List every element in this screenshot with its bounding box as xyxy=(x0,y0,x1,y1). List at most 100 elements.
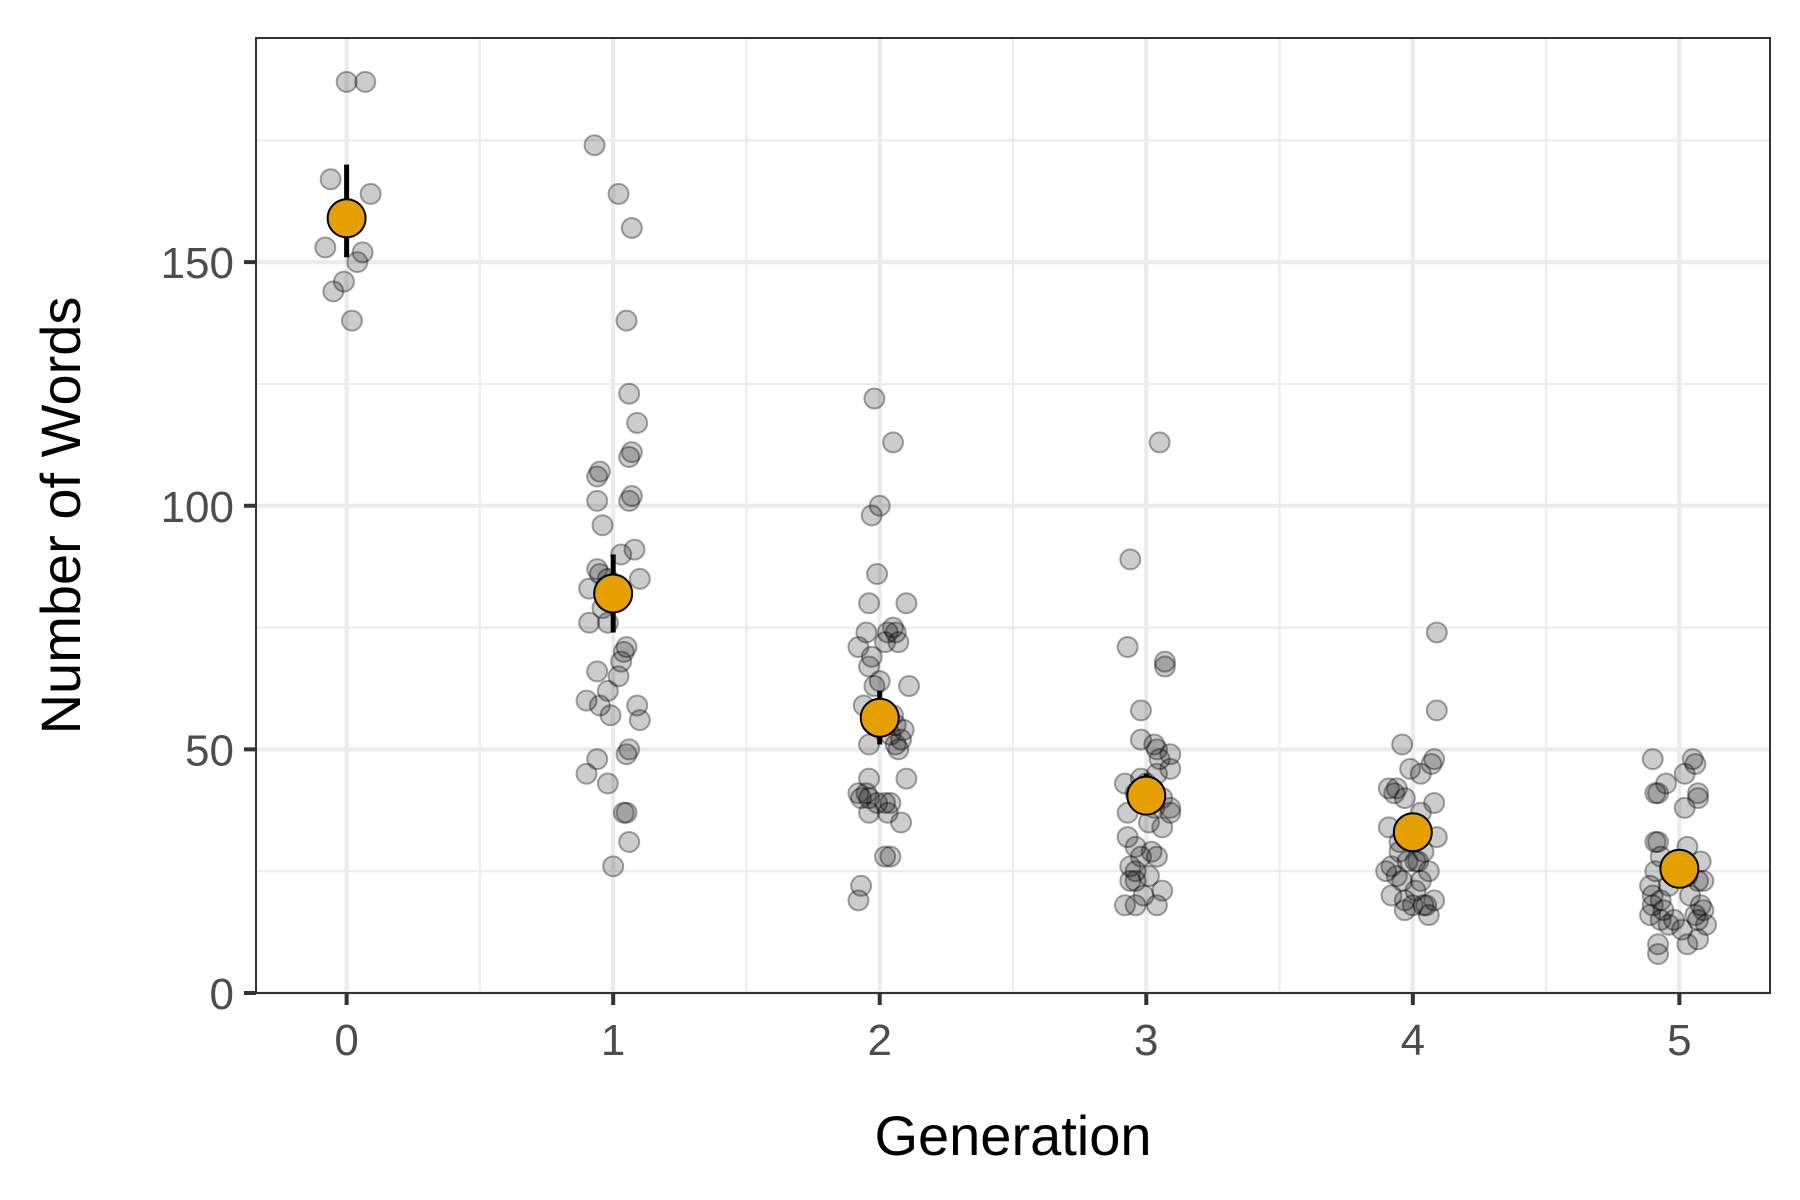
data-point xyxy=(879,845,902,868)
data-point xyxy=(1116,826,1139,849)
data-point xyxy=(588,694,611,717)
data-point xyxy=(620,217,643,240)
data-point xyxy=(874,631,897,654)
data-point xyxy=(855,621,878,644)
data-point xyxy=(1676,933,1699,956)
data-point xyxy=(319,168,342,191)
data-point xyxy=(1687,908,1710,931)
data-point xyxy=(322,280,345,303)
x-tick-label: 0 xyxy=(334,1016,358,1065)
data-point xyxy=(1425,699,1448,722)
data-point xyxy=(615,309,638,332)
data-point xyxy=(1145,738,1168,761)
data-point xyxy=(1124,869,1147,892)
data-point xyxy=(610,650,633,673)
data-point xyxy=(1641,748,1664,771)
data-point xyxy=(1385,777,1408,800)
data-point xyxy=(1423,791,1446,814)
panel-border xyxy=(255,37,1771,994)
data-point xyxy=(887,738,910,761)
data-point xyxy=(1151,879,1174,902)
data-point xyxy=(1153,655,1176,678)
data-point xyxy=(847,889,870,912)
data-point xyxy=(575,689,598,712)
data-point xyxy=(887,631,910,654)
data-point xyxy=(588,460,611,483)
data-point xyxy=(858,655,881,678)
data-point xyxy=(858,733,881,756)
data-point xyxy=(1124,894,1147,917)
data-point xyxy=(1647,933,1670,956)
data-point xyxy=(1159,757,1182,780)
data-point xyxy=(858,787,881,810)
data-point xyxy=(618,738,641,761)
data-point xyxy=(1129,845,1152,868)
data-point xyxy=(858,767,881,790)
data-point xyxy=(1649,908,1672,931)
mean-point xyxy=(1392,812,1433,853)
data-point xyxy=(583,134,606,157)
data-point xyxy=(599,704,622,727)
data-point xyxy=(884,733,907,756)
data-point xyxy=(1385,865,1408,888)
data-point xyxy=(1159,743,1182,766)
data-point xyxy=(1145,894,1168,917)
data-point xyxy=(620,485,643,508)
data-point xyxy=(1644,830,1667,853)
data-point xyxy=(623,538,646,561)
data-point xyxy=(314,236,337,259)
data-point xyxy=(1409,762,1432,785)
data-point xyxy=(1687,787,1710,810)
data-point xyxy=(607,665,630,688)
data-point xyxy=(850,874,873,897)
data-point xyxy=(1393,787,1416,810)
data-point xyxy=(1639,904,1662,927)
data-point xyxy=(879,791,902,814)
data-point xyxy=(890,811,913,834)
data-point xyxy=(1375,860,1398,883)
data-point xyxy=(1423,748,1446,771)
data-point xyxy=(612,801,635,824)
data-point xyxy=(1695,913,1718,936)
data-point xyxy=(866,791,889,814)
data-point xyxy=(1404,879,1427,902)
data-point xyxy=(1647,782,1670,805)
data-point xyxy=(628,567,651,590)
data-point xyxy=(1132,884,1155,907)
data-point xyxy=(1119,855,1142,878)
data-point xyxy=(1673,796,1696,819)
data-point xyxy=(1124,835,1147,858)
data-point xyxy=(1671,918,1694,941)
data-point xyxy=(1401,894,1424,917)
data-point xyxy=(591,514,614,537)
x-tick-label: 1 xyxy=(601,1016,625,1065)
data-point xyxy=(1689,894,1712,917)
data-point xyxy=(860,645,883,668)
data-point xyxy=(1124,860,1147,883)
data-point xyxy=(346,251,369,274)
x-axis-title: Generation xyxy=(874,1104,1151,1167)
data-point xyxy=(618,382,641,405)
mean-point xyxy=(1126,775,1167,816)
data-point xyxy=(890,728,913,751)
data-point xyxy=(1377,777,1400,800)
data-point xyxy=(847,782,870,805)
data-point xyxy=(895,767,918,790)
data-point xyxy=(1644,782,1667,805)
data-point xyxy=(602,855,625,878)
data-point xyxy=(1420,752,1443,775)
data-point xyxy=(858,801,881,824)
data-point xyxy=(1417,860,1440,883)
data-point xyxy=(866,562,889,585)
individual-points xyxy=(314,70,1718,966)
mean-point xyxy=(326,198,367,239)
data-point xyxy=(359,182,382,205)
data-point xyxy=(618,446,641,469)
data-point xyxy=(1647,830,1670,853)
data-point xyxy=(578,611,601,634)
data-point xyxy=(1415,894,1438,917)
data-point xyxy=(1393,899,1416,922)
data-point xyxy=(1380,855,1403,878)
data-point xyxy=(882,616,905,639)
